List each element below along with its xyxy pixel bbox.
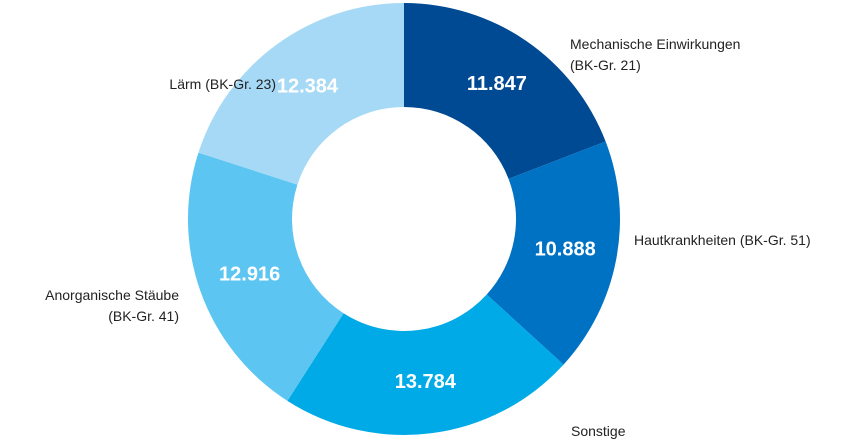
category-label: Anorganische Stäube (BK-Gr. 41) [45, 287, 179, 324]
category-label: Lärm (BK-Gr. 23) [169, 76, 276, 92]
donut-segment [198, 3, 404, 185]
value-label: 13.784 [395, 371, 457, 393]
donut-segment [287, 294, 564, 436]
donut-segment [187, 152, 344, 401]
value-label: 10.888 [535, 239, 596, 261]
category-label: Mechanische Einwirkungen (BK-Gr. 21) [570, 36, 741, 73]
value-label: 11.847 [467, 73, 527, 95]
category-label: Sonstige [571, 423, 626, 439]
value-label: 12.384 [277, 76, 339, 98]
category-label: Hautkrankheiten (BK-Gr. 51) [634, 232, 811, 248]
donut-segment [486, 141, 620, 365]
donut-segment [404, 3, 606, 179]
value-label: 12.916 [219, 264, 280, 286]
